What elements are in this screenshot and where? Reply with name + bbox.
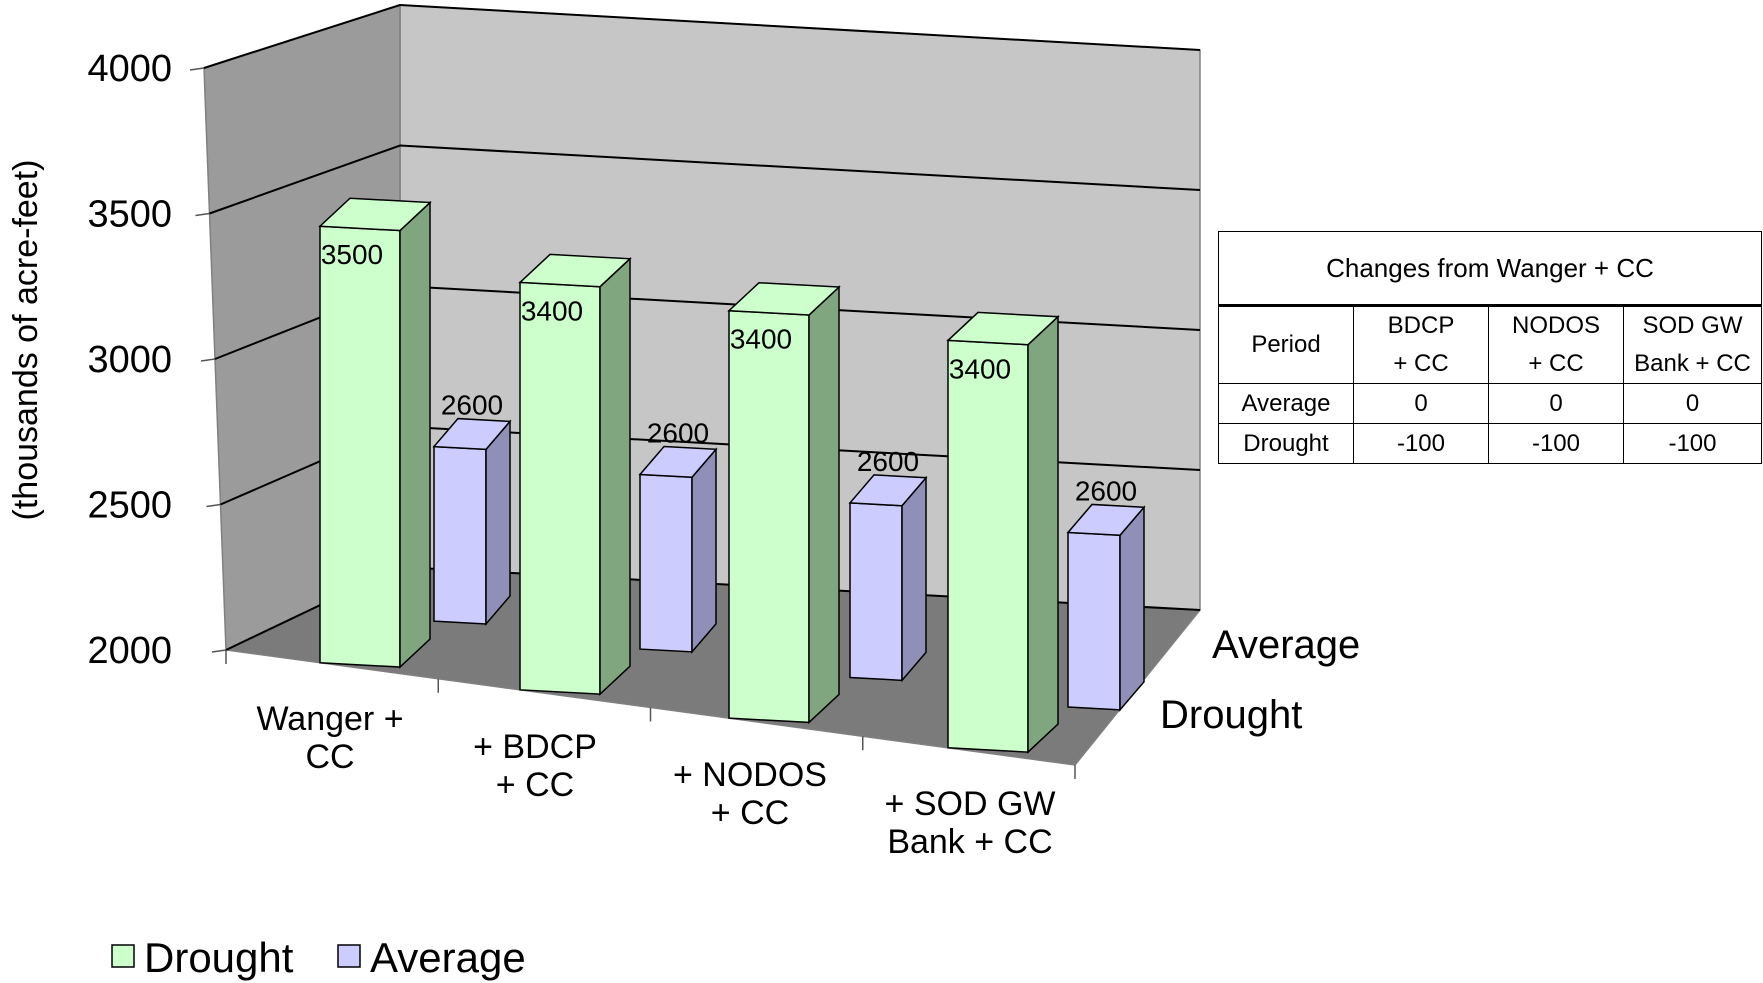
bar-top [946, 311, 1060, 346]
category-label: + BDCP + CC [473, 728, 597, 804]
bar-top [848, 474, 928, 507]
table-header-sodgw: SOD GW Bank + CC [1623, 304, 1762, 384]
category-label: + SOD GW Bank + CC [885, 785, 1056, 861]
y-tick [206, 503, 221, 508]
chart-labels: 2600 2600 2600 2600 3500 3400 3400 3400 4000 3500… [7, 48, 1360, 861]
bar-front [728, 309, 810, 724]
table-header-line: NODOS [1511, 312, 1600, 339]
category-label-line: Wanger + [256, 700, 403, 738]
category-label-line: + SOD GW [885, 785, 1056, 823]
data-label: 3400 [949, 353, 1011, 384]
table-header-period: Period [1218, 304, 1354, 384]
category-label: Wanger + CC [256, 700, 403, 776]
table-cell: -100 [1488, 423, 1624, 464]
bar-side [485, 419, 511, 626]
drought-bar [946, 311, 1060, 754]
legend-item-average: Average [337, 934, 526, 981]
bar-top [638, 445, 718, 479]
y-tick [211, 649, 227, 653]
table-cell: Average [1218, 383, 1354, 424]
bar-side [691, 447, 717, 654]
category-label-line: CC [305, 738, 354, 776]
bar-front [519, 281, 601, 695]
y-tick-label: 2500 [87, 485, 172, 527]
bar-top [432, 417, 512, 451]
bar-side [1027, 314, 1059, 754]
y-tick-label: 4000 [87, 48, 172, 90]
y-tick [200, 358, 216, 362]
y-tick [189, 67, 205, 71]
category-label-line: Bank + CC [887, 823, 1052, 861]
data-label: 3400 [730, 324, 792, 355]
data-label: 2600 [1075, 475, 1137, 506]
bar-front [947, 339, 1029, 753]
data-label: 3400 [521, 295, 583, 326]
table-header-line: + CC [1393, 350, 1449, 377]
bar-top [518, 253, 632, 288]
legend-label: Average [370, 934, 526, 981]
drought-bar [518, 253, 632, 696]
y-axis-title: (thousands of acre-feet) [7, 160, 45, 521]
average-bar [638, 445, 718, 654]
bar-top [727, 281, 841, 316]
bar-front [849, 502, 903, 682]
legend-item-drought: Drought [111, 934, 294, 981]
depth-axis-label: Drought [1160, 693, 1302, 737]
bar-front [1067, 531, 1121, 711]
average-series [432, 417, 1146, 712]
table-header-line: Period [1251, 331, 1321, 358]
data-label: 2600 [647, 417, 709, 448]
y-tick-label: 3000 [87, 339, 172, 381]
table-cell: -100 [1353, 423, 1489, 464]
category-label: + NODOS + CC [673, 756, 827, 832]
table-cell: -100 [1623, 423, 1762, 464]
legend-swatch [337, 944, 361, 968]
drought-series [318, 197, 1060, 754]
table-header-line: SOD GW [1642, 312, 1743, 339]
bar-side [901, 475, 927, 683]
table-header-line: + CC [1528, 350, 1584, 377]
category-label-line: + CC [496, 766, 574, 804]
legend-label: Drought [144, 934, 294, 981]
average-bar [848, 474, 928, 683]
y-tick [195, 212, 210, 217]
bar-side [1119, 505, 1145, 712]
depth-axis-label: Average [1212, 623, 1360, 667]
changes-table: Changes from Wanger + CC Period BDCP + CC… [1218, 231, 1762, 464]
average-bar [1066, 503, 1146, 712]
table-header-nodos: NODOS + CC [1488, 304, 1624, 384]
bar-side [599, 256, 631, 696]
table-header-line: BDCP [1387, 312, 1455, 339]
category-label-line: + NODOS [673, 756, 827, 794]
bar-side [399, 200, 431, 669]
bar-side [808, 285, 840, 725]
bar-front [639, 473, 693, 653]
legend-swatch [111, 944, 135, 968]
data-label: 2600 [441, 390, 503, 421]
table-cell: 0 [1623, 383, 1762, 424]
bar-front [319, 225, 401, 668]
y-tick-label: 3500 [87, 194, 172, 236]
table-header-line: Bank + CC [1634, 350, 1751, 377]
category-label-line: + BDCP [473, 728, 597, 766]
y-tick-label: 2000 [87, 630, 172, 672]
table-cell: 0 [1353, 383, 1489, 424]
table-header-bdcp: BDCP + CC [1353, 304, 1489, 384]
bar-front [433, 445, 487, 625]
average-bar [432, 417, 512, 626]
bar-top [1066, 503, 1146, 537]
table-title: Changes from Wanger + CC [1218, 231, 1762, 306]
gridline [203, 3, 1201, 69]
drought-bar [318, 197, 432, 669]
bar-top [318, 197, 432, 232]
table-cell: Drought [1218, 423, 1354, 464]
drought-bar [727, 281, 841, 725]
category-label-line: + CC [711, 794, 789, 832]
data-label: 3500 [321, 239, 383, 270]
legend: Drought Average [111, 934, 526, 981]
table-cell: 0 [1488, 383, 1624, 424]
gridline [209, 144, 1201, 215]
data-label: 2600 [857, 446, 919, 477]
